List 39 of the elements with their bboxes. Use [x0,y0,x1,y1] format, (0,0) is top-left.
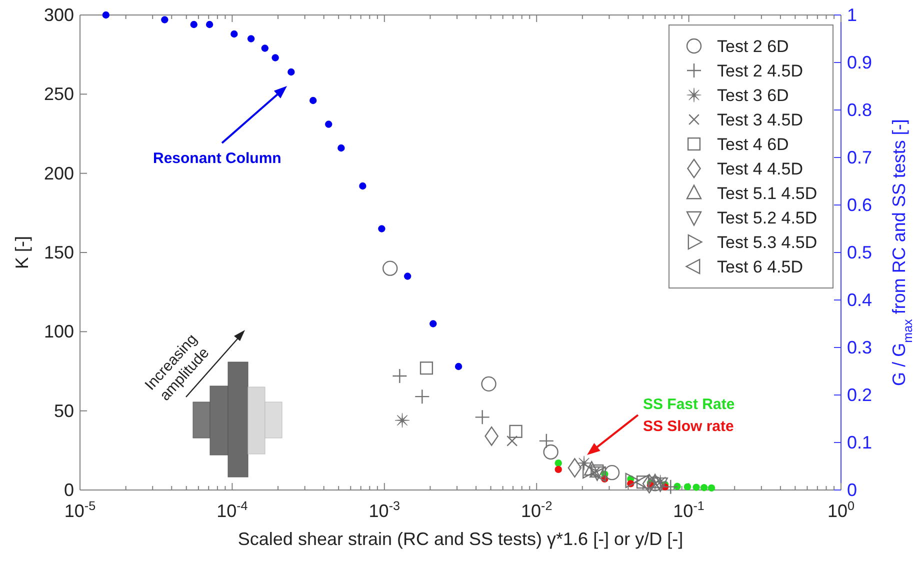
legend-label: Test 5.1 4.5D [717,184,818,203]
y2-tick-label: 0.6 [847,195,872,215]
y2-tick-label: 0.4 [847,290,872,310]
y-tick-label: 250 [44,84,74,104]
legend-label: SS Slow rate [643,418,734,435]
legend-label: Test 3 4.5D [717,110,803,130]
y-axis-title: K [-] [12,236,32,270]
x-tick-label: 10$^{-4}$ [216,499,248,521]
y-tick-label: 300 [44,5,74,25]
legend-label: Test 2 4.5D [717,62,803,80]
y2-tick-label: 0.1 [847,432,872,452]
y-tick-label: 150 [44,242,74,262]
legend-label: Test 4 6D [717,135,789,154]
x-tick-label: 10$^{-3}$ [368,499,400,521]
legend-label: Test 6 4.5D [717,258,803,276]
y2-tick-label: 0.7 [847,148,872,168]
x-tick-label: 10$^{-2}$ [520,499,552,521]
x-axis-title: Scaled shear strain (RC and SS tests) γ*1.6 [-] or y/D [-] [238,529,684,549]
x-tick-label: 10$^{-1}$ [673,499,704,521]
y2-tick-label: 0 [847,480,858,500]
y-tick-label: 50 [54,400,74,421]
legend-label: Test 3 6D [717,86,789,105]
text: Resonant Column [153,150,282,167]
y2-tick-label: 0.8 [847,100,872,120]
legend-label: Test 5.2 4.5D [717,208,818,228]
x-tick-label: 10$^{-5}$ [64,499,96,521]
y-tick-label: 100 [44,322,74,342]
y2-tick-label: 1 [847,5,858,25]
y-tick-label: 0 [64,480,74,500]
legend-label: Test 2 6D [717,37,789,56]
y-tick-label: 200 [44,163,74,184]
text: SS Fast Rate [643,396,735,413]
y2-tick-label: 0.5 [847,242,872,262]
y2-tick-label: 0.3 [847,338,872,358]
legend-label: Test 4 4.5D [717,160,803,178]
legend-label: Test 5.3 4.5D [717,233,818,252]
y2-tick-label: 0.2 [847,385,872,405]
y2-tick-label: 0.9 [847,52,872,72]
x-tick-label: 10$^{0}$ [827,499,855,521]
